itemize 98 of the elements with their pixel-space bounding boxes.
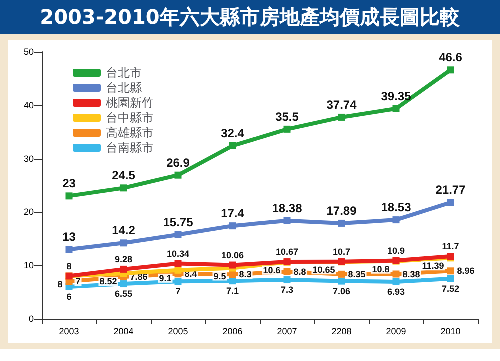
point [392, 216, 400, 224]
legend-label: 台南縣市 [106, 141, 154, 155]
point [66, 246, 73, 254]
data-label: 26.9 [166, 156, 190, 170]
data-label: 7.1 [226, 286, 240, 296]
point [174, 278, 182, 286]
y-tick-label: 0 [28, 314, 34, 324]
data-label: 10.6 [263, 265, 281, 276]
x-tick-label: 2004 [114, 326, 134, 336]
data-label: 10.9 [387, 246, 406, 256]
data-label: 6.55 [114, 289, 133, 300]
data-label: 9.1 [159, 273, 172, 284]
data-label: 8 [58, 279, 63, 290]
point [284, 268, 291, 276]
x-tick-label: 2010 [440, 326, 461, 336]
data-label: 6 [66, 292, 72, 302]
data-label: 8.35 [348, 269, 366, 280]
legend-label: 台北市 [106, 66, 142, 80]
data-label: 37.74 [326, 98, 358, 112]
data-label: 8.8 [294, 267, 306, 278]
data-label: 10.65 [312, 265, 336, 276]
point [392, 270, 400, 278]
data-label: 35.5 [276, 110, 300, 124]
point [338, 220, 346, 227]
data-label: 18.38 [272, 201, 303, 216]
data-label: 39.35 [381, 89, 412, 104]
data-label: 10.7 [332, 246, 351, 257]
data-label: 32.4 [221, 126, 245, 140]
y-tick-label: 50 [24, 47, 34, 57]
data-label: 17.89 [326, 204, 358, 218]
y-tick-label: 10 [24, 260, 34, 271]
point [120, 266, 128, 273]
data-label: 8.96 [457, 266, 475, 276]
data-label: 8.52 [100, 276, 118, 287]
data-label: 10.34 [166, 248, 190, 259]
x-tick-label: 2007 [277, 326, 298, 336]
data-label: 7.52 [442, 284, 460, 294]
point [229, 142, 236, 150]
data-label: 23 [62, 176, 76, 191]
point [447, 199, 454, 206]
legend-label: 高雄縣市 [106, 126, 154, 140]
point [447, 275, 454, 282]
data-label: 13 [62, 230, 76, 244]
point [338, 270, 346, 278]
point [66, 192, 73, 200]
data-label: 17.4 [221, 206, 245, 221]
data-label: 9.5 [214, 271, 226, 282]
data-label: 8.3 [239, 270, 252, 280]
data-label: 7 [176, 286, 181, 297]
y-tick-label: 30 [24, 154, 34, 164]
data-label: 6.93 [387, 286, 406, 297]
chart-title: 2003-2010年六大縣市房地產均價成長圖比較 [0, 0, 500, 34]
point [174, 172, 182, 179]
legend-label: 台中縣市 [106, 111, 154, 125]
point [120, 280, 128, 288]
data-label: 11.39 [422, 261, 444, 272]
point [284, 276, 291, 284]
point [229, 222, 236, 230]
y-tick-label: 40 [24, 100, 34, 110]
point [338, 114, 346, 121]
point [229, 262, 236, 269]
data-label: 7.3 [280, 285, 294, 296]
data-label: 10.8 [372, 264, 390, 274]
data-label: 15.75 [163, 215, 194, 230]
data-label: 9.28 [114, 254, 133, 264]
legend-label: 台北縣 [106, 81, 142, 95]
point [392, 105, 400, 112]
point [447, 268, 454, 275]
data-label: 7.06 [332, 286, 351, 296]
data-label: 21.77 [436, 183, 466, 198]
point [284, 217, 291, 224]
point [392, 278, 400, 286]
point [338, 278, 346, 285]
data-label: 18.53 [381, 200, 412, 215]
x-tick-label: 2208 [332, 326, 352, 336]
data-label: 8 [66, 261, 72, 272]
data-label: 10.67 [276, 247, 299, 258]
data-label: 11.7 [442, 242, 460, 252]
data-label: 8.38 [402, 269, 420, 280]
point [447, 66, 454, 74]
x-tick-label: 2006 [222, 326, 243, 336]
x-tick-label: 2005 [168, 326, 188, 336]
data-label: 46.6 [439, 50, 463, 65]
point [284, 126, 291, 133]
point [120, 240, 128, 247]
data-label: 10.06 [221, 250, 244, 260]
point [174, 260, 182, 268]
data-label: 24.5 [112, 168, 136, 183]
y-tick-label: 20 [24, 207, 34, 218]
point [174, 266, 182, 274]
data-label: 14.2 [112, 224, 136, 238]
point [229, 278, 236, 285]
x-tick-label: 2009 [386, 326, 406, 336]
legend-label: 桃園新竹 [106, 96, 154, 110]
x-tick-label: 2003 [59, 326, 80, 336]
point [120, 184, 128, 192]
point [174, 231, 182, 238]
data-label: 7 [76, 276, 81, 287]
